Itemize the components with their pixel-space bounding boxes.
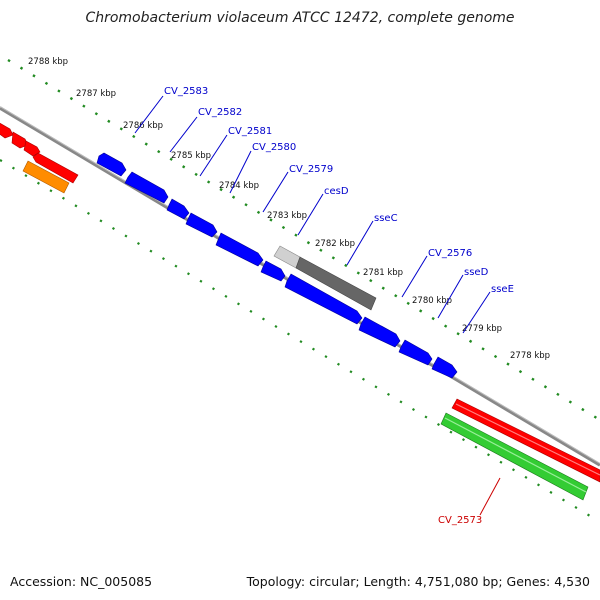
kbp-label: 2787 kbp: [76, 89, 116, 99]
gene-arrow-reverse[interactable]: [0, 122, 14, 139]
label-leader: [437, 274, 464, 319]
highlighted-gene-shine: [444, 417, 587, 493]
gene-label[interactable]: cesD: [324, 186, 349, 197]
ruler-outer-dots: [7, 58, 600, 422]
label-leader: [262, 171, 289, 213]
gene-label[interactable]: CV_2580: [252, 142, 296, 153]
gene-label-group: CV_2583 CV_2582 CV_2581 CV_2580 CV_2579 …: [134, 86, 514, 526]
label-leader: [346, 220, 374, 266]
pseudo-gene-light[interactable]: [273, 245, 301, 269]
label-leader: [297, 193, 324, 236]
gene-arrow-forward[interactable]: [215, 232, 264, 267]
accession-text: Accession: NC_005085: [10, 574, 152, 589]
genome-summary: Topology: circular; Length: 4,751,080 bp…: [246, 574, 590, 589]
label-leader-red: [479, 477, 501, 516]
kbp-label: 2788 kbp: [28, 57, 68, 67]
kbp-label: 2781 kbp: [363, 268, 403, 278]
label-leader: [229, 150, 252, 194]
kbp-label: 2778 kbp: [510, 351, 550, 361]
gene-arrow-forward[interactable]: [431, 356, 458, 379]
gene-label[interactable]: CV_2576: [428, 248, 472, 259]
gene-arrow-forward[interactable]: [124, 171, 169, 204]
gene-label[interactable]: CV_2582: [198, 107, 242, 118]
gene-label[interactable]: sseE: [491, 284, 514, 295]
kbp-label: 2782 kbp: [315, 239, 355, 249]
label-leader: [199, 134, 228, 177]
gene-highlight: [455, 403, 600, 476]
kbp-label-group: 2788 kbp 2787 kbp 2786 kbp 2785 kbp 2784…: [28, 57, 550, 361]
gene-label[interactable]: sseD: [464, 267, 489, 278]
gene-arrow-forward[interactable]: [398, 339, 433, 366]
gene-label[interactable]: sseC: [374, 213, 398, 224]
gene-arrow-forward[interactable]: [166, 198, 190, 220]
kbp-label: 2785 kbp: [171, 151, 211, 161]
gene-arrow-reverse[interactable]: [32, 152, 79, 184]
gene-label[interactable]: CV_2581: [228, 126, 272, 137]
label-leader: [462, 291, 491, 334]
gene-arrow-forward[interactable]: [185, 212, 218, 238]
label-leader: [169, 116, 198, 153]
gene-arrow-forward[interactable]: [260, 260, 286, 282]
kbp-label: 2786 kbp: [123, 121, 163, 131]
label-leader: [134, 95, 164, 134]
label-leader: [401, 255, 428, 298]
gene-arrow-forward[interactable]: [284, 273, 363, 325]
map-title: Chromobacterium violaceum ATCC 12472, co…: [85, 10, 514, 26]
gene-label[interactable]: CV_2579: [289, 164, 333, 175]
kbp-label: 2779 kbp: [462, 324, 502, 334]
kbp-label: 2784 kbp: [219, 181, 259, 191]
lower-right-features: [440, 398, 600, 501]
kbp-label: 2783 kbp: [267, 211, 307, 221]
forward-strand-features: [96, 152, 458, 379]
gene-arrow-forward[interactable]: [358, 316, 401, 348]
reverse-strand-features: [0, 122, 79, 194]
gene-label-red[interactable]: CV_2573: [438, 515, 482, 526]
rna-feature[interactable]: [22, 160, 70, 194]
pseudo-gene[interactable]: [295, 256, 377, 311]
gene-arrow-forward[interactable]: [96, 152, 127, 177]
gene-arrow-reverse[interactable]: [11, 131, 29, 149]
kbp-label: 2780 kbp: [412, 296, 452, 306]
gene-label[interactable]: CV_2583: [164, 86, 208, 97]
